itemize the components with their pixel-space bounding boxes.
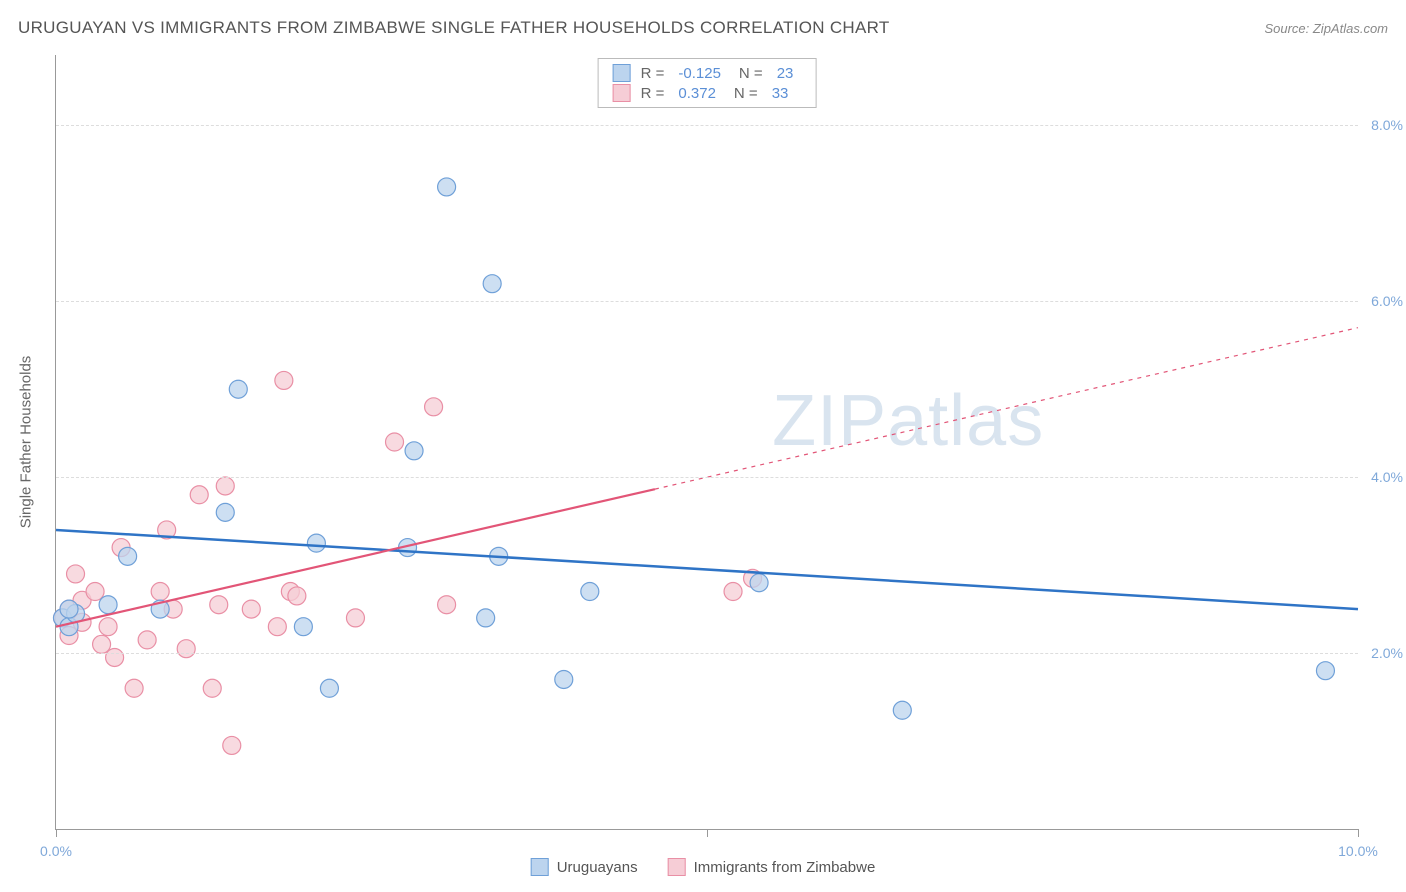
- corr-row-uruguay: R = -0.125 N = 23: [613, 63, 802, 83]
- x-tick-label: 10.0%: [1338, 843, 1378, 859]
- legend-label-zimbabwe: Immigrants from Zimbabwe: [694, 859, 876, 876]
- source-label: Source: ZipAtlas.com: [1264, 21, 1388, 36]
- r-label: R =: [641, 85, 665, 102]
- n-label: N =: [734, 85, 758, 102]
- x-tick-label: 0.0%: [40, 843, 72, 859]
- legend-swatch-uruguay: [531, 858, 549, 876]
- y-tick-label: 6.0%: [1371, 293, 1403, 309]
- n-value-uruguay: 23: [777, 65, 794, 82]
- y-tick-label: 4.0%: [1371, 469, 1403, 485]
- bottom-legend: Uruguayans Immigrants from Zimbabwe: [531, 858, 876, 876]
- chart-title: URUGUAYAN VS IMMIGRANTS FROM ZIMBABWE SI…: [18, 18, 890, 38]
- legend-item-zimbabwe: Immigrants from Zimbabwe: [668, 858, 876, 876]
- swatch-uruguay: [613, 64, 631, 82]
- plot-area: Single Father Households ZIPatlas R = -0…: [55, 55, 1358, 830]
- n-value-zimbabwe: 33: [772, 85, 789, 102]
- y-tick-label: 8.0%: [1371, 117, 1403, 133]
- swatch-zimbabwe: [613, 84, 631, 102]
- correlation-box: R = -0.125 N = 23 R = 0.372 N = 33: [598, 58, 817, 108]
- legend-item-uruguay: Uruguayans: [531, 858, 638, 876]
- y-tick-label: 2.0%: [1371, 645, 1403, 661]
- r-value-uruguay: -0.125: [678, 65, 721, 82]
- r-value-zimbabwe: 0.372: [678, 85, 716, 102]
- n-label: N =: [739, 65, 763, 82]
- legend-label-uruguay: Uruguayans: [557, 859, 638, 876]
- y-axis-label: Single Father Households: [18, 356, 35, 529]
- legend-swatch-zimbabwe: [668, 858, 686, 876]
- r-label: R =: [641, 65, 665, 82]
- scatter-svg: [56, 55, 1358, 829]
- corr-row-zimbabwe: R = 0.372 N = 33: [613, 83, 802, 103]
